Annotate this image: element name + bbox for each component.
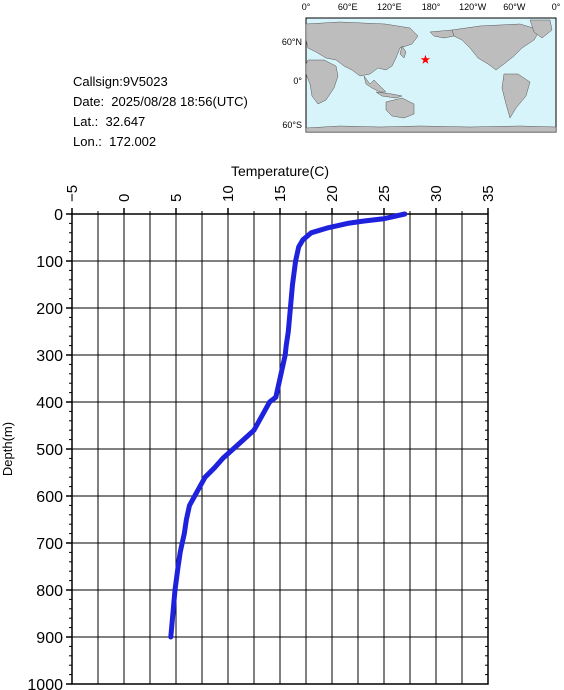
y-tick-label: 800 [36, 583, 63, 600]
x-tick-label: 35 [480, 185, 497, 202]
land-south-america [501, 73, 531, 119]
x-tick-label: 25 [376, 185, 393, 202]
y-tick-label: 600 [36, 489, 63, 506]
x-tick-label: 30 [428, 185, 445, 202]
map-lon-tick-label: 180° [422, 2, 441, 12]
location-marker [420, 54, 431, 64]
map-land [305, 19, 557, 133]
land-indochina [363, 75, 387, 93]
x-axis-label: Temperature(C) [231, 163, 329, 179]
land-indonesia [375, 91, 403, 99]
x-tick-label: −5 [64, 185, 81, 202]
land-japan [399, 45, 407, 59]
land-eurasia [305, 21, 419, 77]
map-lon-tick-label: 60°W [503, 2, 526, 12]
date-text: Date: 2025/08/28 18:56(UTC) [73, 94, 248, 109]
latitude-text: Lat.: 32.647 [73, 114, 146, 129]
plot-frame [71, 213, 489, 685]
map-lon-tick-label: 60°E [338, 2, 358, 12]
x-tick-label: 10 [220, 185, 237, 202]
x-tick-label: 15 [272, 185, 289, 202]
land-north-america [451, 23, 541, 71]
y-tick-label: 500 [36, 442, 63, 459]
land-alaska [429, 29, 455, 39]
y-tick-label: 100 [36, 254, 63, 271]
world-map: 0° 60°E 120°E 180° 120°W 60°W 0° 60°N 0° 60°S [282, 2, 561, 133]
y-tick-label: 1000 [27, 677, 63, 690]
y-tick-label: 0 [54, 207, 63, 224]
map-lon-tick-label: 0° [302, 2, 311, 12]
map-lon-tick-label: 120°E [377, 2, 402, 12]
map-lat-tick-label: 0° [293, 76, 302, 86]
y-tick-label: 900 [36, 630, 63, 647]
map-lat-tick-label: 60°N [282, 37, 302, 47]
temperature-profile-line [168, 211, 408, 640]
map-lon-tick-label: 120°W [459, 2, 487, 12]
y-tick-label: 200 [36, 301, 63, 318]
y-axis-label: Depth(m) [0, 422, 15, 476]
longitude-text: Lon.: 172.002 [73, 134, 157, 149]
x-tick-label: 5 [168, 194, 185, 202]
land-greenland [529, 19, 553, 39]
x-tick-label: 20 [324, 185, 341, 202]
y-tick-label: 300 [36, 348, 63, 365]
y-tick-label: 400 [36, 395, 63, 412]
callsign-text: Callsign:9V5023 [73, 74, 168, 89]
map-lat-tick-label: 60°S [282, 120, 302, 130]
y-tick-label: 700 [36, 536, 63, 553]
land-africa [305, 59, 339, 105]
map-lon-tick-label: 0° [552, 2, 561, 12]
x-tick-label: 0 [116, 194, 133, 202]
land-australia [385, 97, 415, 119]
land-antarctica [305, 125, 557, 133]
